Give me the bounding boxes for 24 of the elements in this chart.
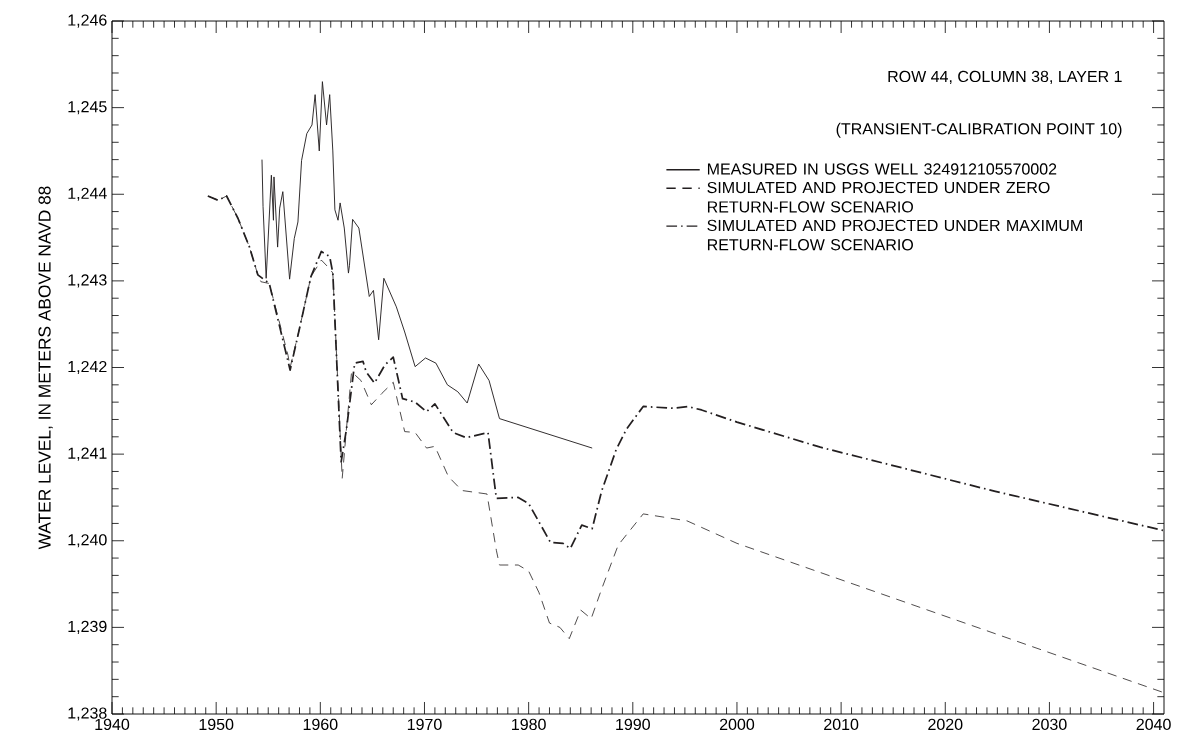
y-tick-label: 1,246	[68, 14, 107, 28]
x-tick-label: 1990	[616, 718, 650, 731]
x-tick-label: 1960	[303, 718, 338, 731]
legend-label: SIMULATED AND PROJECTED UNDER MAXIMUM RETURN-FLOW SCENARIO	[707, 219, 1082, 251]
legend-label: SIMULATED AND PROJECTED UNDER ZERO RETURN-FLOW SCENARIO	[707, 181, 1050, 213]
x-tick-label: 1970	[407, 718, 442, 731]
y-tick-label: 1,240	[68, 534, 107, 548]
x-tick-label: 1980	[512, 718, 546, 731]
y-tick-label: 1,241	[68, 447, 107, 461]
y-tick-label: 1,245	[68, 101, 107, 115]
x-tick-label: 2030	[1032, 718, 1067, 731]
x-tick-label: 2040	[1136, 718, 1171, 731]
x-tick-label: 2000	[719, 718, 755, 731]
legend-label: MEASURED IN USGS WELL 324912105570002	[707, 163, 1057, 175]
y-axis-title: WATER LEVEL, IN METERS ABOVE NAVD 88	[38, 186, 53, 550]
y-tick-label: 1,242	[68, 360, 107, 375]
annotation: (TRANSIENT-CALIBRATION POINT 10)	[836, 122, 1122, 138]
annotation: ROW 44, COLUMN 38, LAYER 1	[888, 70, 1122, 84]
y-tick-label: 1,243	[68, 274, 107, 288]
x-tick-label: 2020	[928, 718, 963, 731]
x-tick-label: 1950	[199, 718, 234, 731]
x-tick-label: 2010	[824, 718, 859, 731]
y-tick-label: 1,244	[68, 187, 107, 201]
y-tick-label: 1,239	[68, 620, 107, 634]
